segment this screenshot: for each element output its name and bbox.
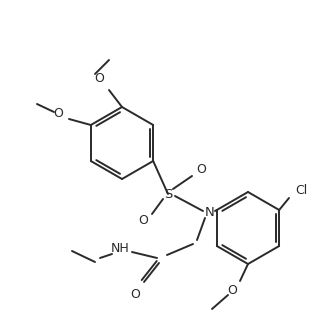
Text: O: O bbox=[196, 163, 206, 175]
Text: NH: NH bbox=[111, 241, 129, 255]
Text: O: O bbox=[53, 107, 63, 120]
Text: Cl: Cl bbox=[295, 183, 307, 196]
Text: O: O bbox=[130, 288, 140, 301]
Text: O: O bbox=[94, 71, 104, 85]
Text: O: O bbox=[138, 214, 148, 227]
Text: N: N bbox=[205, 206, 215, 219]
Text: S: S bbox=[164, 187, 172, 200]
Text: O: O bbox=[227, 285, 237, 298]
